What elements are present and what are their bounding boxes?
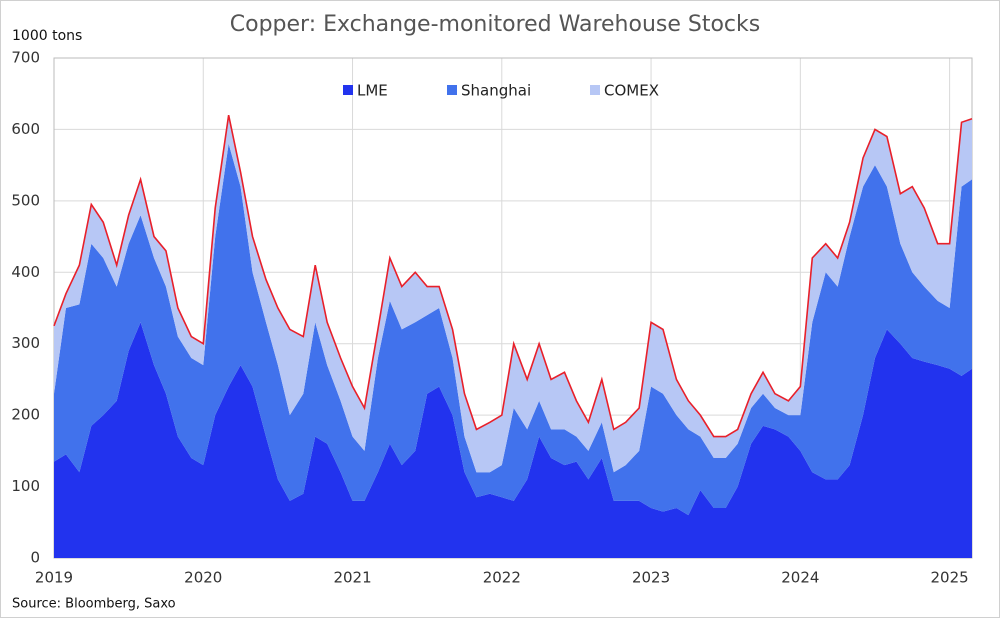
total-line [53,114,973,438]
y-axis-label: 1000 tons [12,28,82,44]
x-tick-label: 2019 [35,569,73,587]
areas [53,114,973,558]
legend-label: LME [357,82,388,100]
legend-swatch [343,85,353,95]
y-tick-label: 0 [30,549,40,567]
y-tick-label: 200 [11,406,40,424]
y-tick-label: 700 [11,49,40,67]
y-tick-label: 400 [11,263,40,281]
legend-label: Shanghai [461,82,531,100]
source: Source: Bloomberg, Saxo [12,597,176,612]
x-tick-label: 2024 [781,569,819,587]
legend-swatch [590,85,600,95]
chart-title: Copper: Exchange-monitored Warehouse Sto… [230,12,760,37]
x-tick-label: 2025 [931,569,969,587]
y-tick-label: 100 [11,477,40,495]
area [54,115,972,473]
legend-label: COMEX [604,82,659,100]
area [54,143,972,516]
x-tick-label: 2023 [632,569,670,587]
x-tick-label: 2021 [333,569,371,587]
x-tick-label: 2022 [483,569,521,587]
area [54,322,972,558]
y-tick-label: 500 [11,191,40,209]
y-tick-label: 600 [11,120,40,138]
y-tick-label: 300 [11,334,40,352]
x-tick-label: 2020 [184,569,222,587]
legend-swatch [447,85,457,95]
